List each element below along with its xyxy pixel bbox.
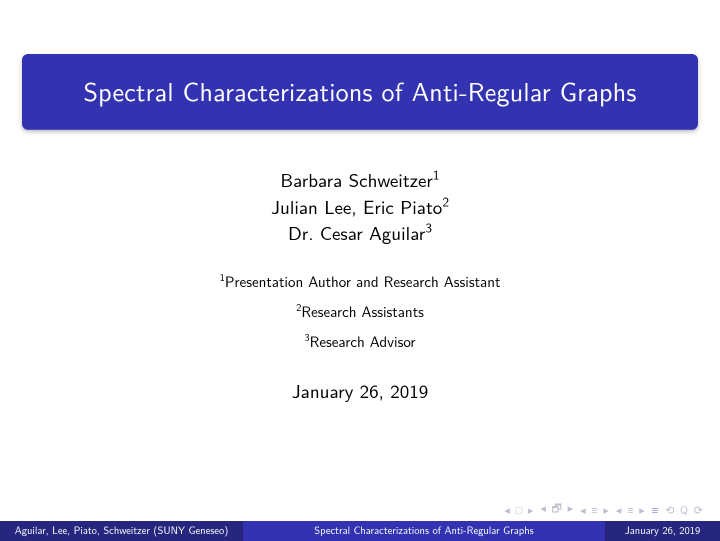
nav-doc-icon[interactable]: ≡ (652, 502, 659, 518)
footline-author-institute: Aguilar, Lee, Piato, Schweitzer (SUNY Ge… (0, 521, 243, 541)
author-line-3: Dr. Cesar Aguilar3 (0, 219, 720, 246)
affiliation-1: 1Presentation Author and Research Assist… (0, 266, 720, 296)
beamer-nav-symbols: ◂ □ ▸ ◂ 🗗 ▸ ◂ ≡ ▸ ◂ ≡ ▸ ≡ ⟲ Q ⟳ (504, 500, 704, 519)
affil-text-2: Research Assistants (301, 300, 423, 322)
nav-backforward-icon[interactable]: ⟲ Q ⟳ (665, 502, 704, 518)
footline-date: January 26, 2019 (605, 521, 720, 541)
affil-text-1: Presentation Author and Research Assista… (225, 270, 501, 292)
affil-text-3: Research Advisor (310, 330, 416, 352)
affiliation-2: 2Research Assistants (0, 296, 720, 326)
nav-subsection-icon[interactable]: ◂ ≡ ▸ (580, 502, 610, 518)
author-sup-2: 2 (442, 192, 449, 211)
title-block: Spectral Characterizations of Anti-Regul… (22, 54, 698, 130)
slide-body: Barbara Schweitzer1 Julian Lee, Eric Pia… (0, 130, 720, 541)
author-name-3: Dr. Cesar Aguilar (288, 218, 425, 246)
authors-block: Barbara Schweitzer1 Julian Lee, Eric Pia… (0, 166, 720, 246)
nav-section-icon[interactable]: ◂ ≡ ▸ (616, 502, 646, 518)
affiliations-block: 1Presentation Author and Research Assist… (0, 266, 720, 356)
page-title: Spectral Characterizations of Anti-Regul… (42, 72, 678, 110)
slide: Spectral Characterizations of Anti-Regul… (0, 0, 720, 541)
presentation-date: January 26, 2019 (0, 376, 720, 404)
footline-title: Spectral Characterizations of Anti-Regul… (243, 521, 605, 541)
author-line-2: Julian Lee, Eric Piato2 (0, 193, 720, 220)
author-line-1: Barbara Schweitzer1 (0, 166, 720, 193)
author-sup-1: 1 (433, 166, 440, 185)
nav-frame-icon[interactable]: ◂ 🗗 ▸ (540, 500, 574, 519)
affiliation-3: 3Research Advisor (0, 326, 720, 356)
nav-slide-icon[interactable]: ◂ □ ▸ (504, 502, 534, 518)
footline: Aguilar, Lee, Piato, Schweitzer (SUNY Ge… (0, 521, 720, 541)
author-name-2: Julian Lee, Eric Piato (271, 192, 442, 220)
author-name-1: Barbara Schweitzer (280, 165, 432, 193)
author-sup-3: 3 (425, 219, 432, 238)
